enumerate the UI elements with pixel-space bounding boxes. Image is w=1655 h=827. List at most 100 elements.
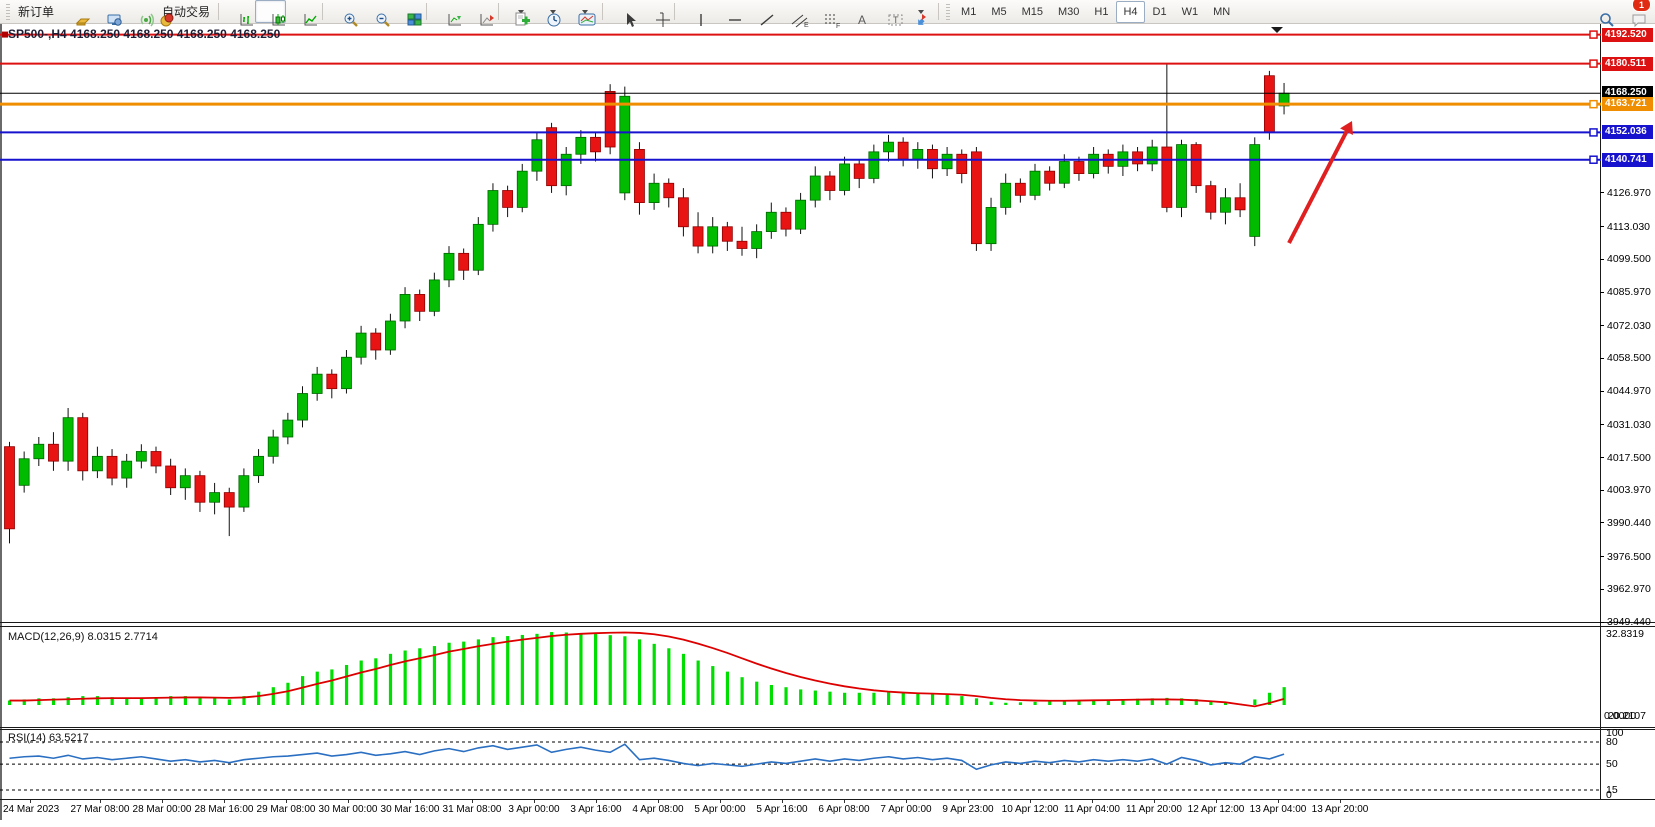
svg-text:E: E (804, 22, 809, 28)
bull-candle (1058, 161, 1070, 184)
cursor-button[interactable] (607, 0, 638, 27)
pane-splitter[interactable] (0, 622, 1655, 623)
bar-chart-button[interactable] (223, 0, 254, 25)
macd-bar (755, 681, 759, 705)
search-button[interactable] (1583, 0, 1614, 27)
bull-candle (33, 443, 45, 460)
macd-bar (183, 696, 187, 705)
macd-bar (286, 682, 290, 705)
crosshair-button[interactable] (639, 0, 670, 27)
macd-bar (520, 634, 524, 705)
svg-text:F: F (836, 23, 840, 28)
pane-splitter[interactable] (0, 727, 1655, 728)
zoom-out-button[interactable] (359, 0, 390, 27)
time-tick-label: 3 Apr 00:00 (508, 804, 560, 815)
auto-trading-button[interactable]: 自动交易 (155, 0, 214, 26)
zoom-in-button[interactable] (327, 0, 358, 27)
template-button[interactable] (567, 0, 598, 25)
indicator-arrow-button[interactable] (463, 0, 494, 25)
new-order-label: 新订单 (18, 5, 55, 19)
timeframe-button-d1[interactable]: D1 (1152, 5, 1167, 18)
price-tick-mark (1600, 325, 1604, 327)
fibonacci-button[interactable]: F (807, 0, 840, 28)
timeframe-button-m15[interactable]: M15 (1021, 5, 1043, 18)
bull-candle (809, 175, 821, 201)
new-order-button[interactable]: 新订单 (14, 0, 58, 23)
timeframe-button-m5[interactable]: M5 (991, 5, 1007, 18)
bear-candle (4, 446, 15, 530)
candlestick-chart-button[interactable] (255, 0, 287, 25)
bear-candle (1132, 151, 1143, 165)
price-tick-label: 3990.440 (1607, 516, 1651, 529)
macd-histogram (8, 632, 1286, 705)
time-tick-label: 5 Apr 00:00 (694, 804, 746, 815)
pane-splitter[interactable] (0, 729, 1655, 730)
arrow-annotation[interactable] (1287, 121, 1353, 244)
add-indicator-button[interactable] (503, 0, 534, 25)
text-label-button[interactable]: T (871, 0, 903, 25)
macd-bar (1165, 697, 1169, 705)
candlestick-chart[interactable] (0, 24, 1601, 622)
bear-candle (590, 136, 601, 153)
bull-candle (135, 451, 147, 462)
macd-bar (301, 676, 305, 705)
chat-button[interactable]: 1 (1615, 0, 1651, 27)
timeframe-button-w1[interactable]: W1 (1181, 5, 1199, 18)
timeframe-button-m1[interactable]: M1 (961, 5, 977, 18)
tile-windows-button[interactable] (391, 0, 422, 25)
timeframe-button-mn[interactable]: MN (1213, 5, 1231, 18)
time-tick-mark (348, 800, 349, 803)
price-tick-mark (1600, 390, 1604, 392)
macd-bar (491, 637, 495, 705)
horizontal-line-button[interactable] (711, 0, 742, 23)
bear-candle (194, 475, 206, 503)
time-axis-border (0, 799, 1655, 800)
market-watch-button[interactable] (59, 0, 90, 25)
price-badge: 4192.520 (1602, 27, 1653, 42)
bull-candle (619, 95, 631, 194)
period-button[interactable] (535, 0, 566, 26)
macd-bar (418, 648, 422, 705)
toolbar-grip[interactable] (6, 3, 10, 20)
notification-badge: 1 (1632, 0, 1651, 12)
line-chart-button[interactable] (287, 0, 318, 25)
bear-candle (1161, 146, 1173, 208)
macd-bar (813, 690, 817, 705)
bear-candle (604, 91, 616, 148)
bear-candle (853, 163, 865, 179)
macd-bar (1106, 699, 1110, 705)
signal-button[interactable] (123, 0, 154, 26)
macd-bar (887, 691, 891, 705)
vertical-line-button[interactable] (679, 0, 710, 26)
toolbar-grip[interactable] (946, 3, 951, 20)
time-tick-label: 28 Mar 16:00 (194, 804, 254, 815)
time-tick-mark (410, 800, 411, 803)
bull-candle (560, 153, 572, 187)
bear-candle (780, 211, 792, 230)
bull-candle (121, 460, 133, 479)
arrow-objects-button[interactable] (903, 0, 934, 25)
time-tick-label: 6 Apr 08:00 (818, 804, 870, 815)
bear-candle (736, 240, 748, 249)
hline-anchor (1589, 30, 1598, 39)
price-tick-label: 4072.030 (1607, 319, 1651, 332)
price-tick-mark (1600, 258, 1604, 260)
trendline-button[interactable] (743, 0, 774, 26)
macd-bar (95, 696, 100, 705)
terminal-button[interactable] (91, 0, 122, 26)
time-tick-label: 31 Mar 08:00 (442, 804, 502, 815)
chevron-down-icon (581, 9, 588, 14)
timeframe-button-m30[interactable]: M30 (1058, 5, 1080, 18)
toolbar-separator (602, 3, 604, 20)
bear-candle (663, 182, 675, 199)
timeframe-button-h4[interactable]: H4 (1116, 0, 1145, 23)
time-tick-label: 28 Mar 00:00 (132, 804, 192, 815)
text-button[interactable]: A (839, 0, 870, 27)
indicator-window-button[interactable] (431, 0, 462, 25)
bear-candle (77, 417, 89, 472)
equidistant-channel-button[interactable]: E (775, 0, 809, 28)
pane-splitter[interactable] (0, 626, 1655, 627)
hline-left-anchor (2, 31, 8, 38)
timeframe-button-h1[interactable]: H1 (1094, 5, 1109, 18)
bear-candle (150, 451, 162, 467)
